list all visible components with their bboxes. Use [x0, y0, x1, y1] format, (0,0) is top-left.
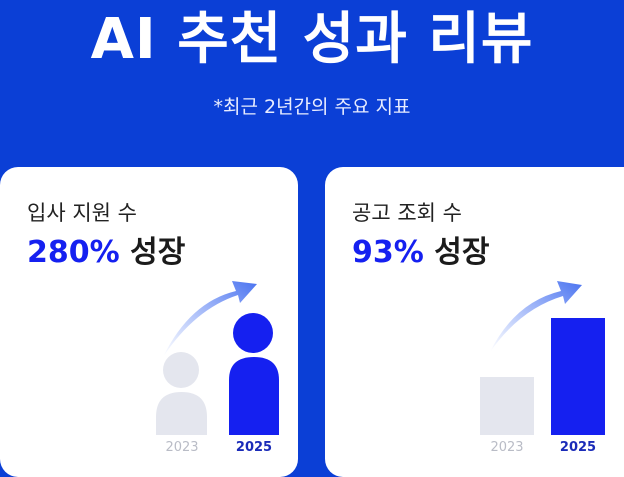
person-2025-icon — [229, 313, 279, 435]
year-2023: 2023 — [490, 440, 524, 455]
card-label: 공고 조회 수 — [352, 201, 462, 225]
growth-word: 성장 — [434, 235, 490, 270]
year-2023: 2023 — [165, 440, 199, 455]
growth-word: 성장 — [130, 235, 186, 270]
bar-chart — [480, 281, 605, 435]
growth-text: 280% 성장 — [27, 227, 185, 271]
bar-2023 — [480, 377, 534, 435]
year-2025: 2025 — [235, 440, 273, 455]
card-label: 입사 지원 수 — [27, 201, 137, 225]
bar-2025 — [551, 318, 605, 435]
card-job-views: 공고 조회 수 93% 성장 2023 2025 — [325, 167, 624, 477]
person-chart — [156, 281, 279, 435]
page-title: AI 추천 성과 리뷰 — [90, 7, 534, 72]
growth-arrow-icon — [490, 281, 582, 352]
card-applications: 입사 지원 수 280% 성장 2023 2025 — [0, 167, 298, 477]
person-2023-icon — [156, 352, 207, 435]
growth-arrow-icon — [163, 281, 257, 357]
growth-text: 93% 성장 — [352, 227, 489, 271]
growth-value: 280% — [27, 235, 120, 270]
page-subtitle: *최근 2년간의 주요 지표 — [213, 96, 411, 118]
year-2025: 2025 — [559, 440, 597, 455]
growth-value: 93% — [352, 235, 424, 270]
